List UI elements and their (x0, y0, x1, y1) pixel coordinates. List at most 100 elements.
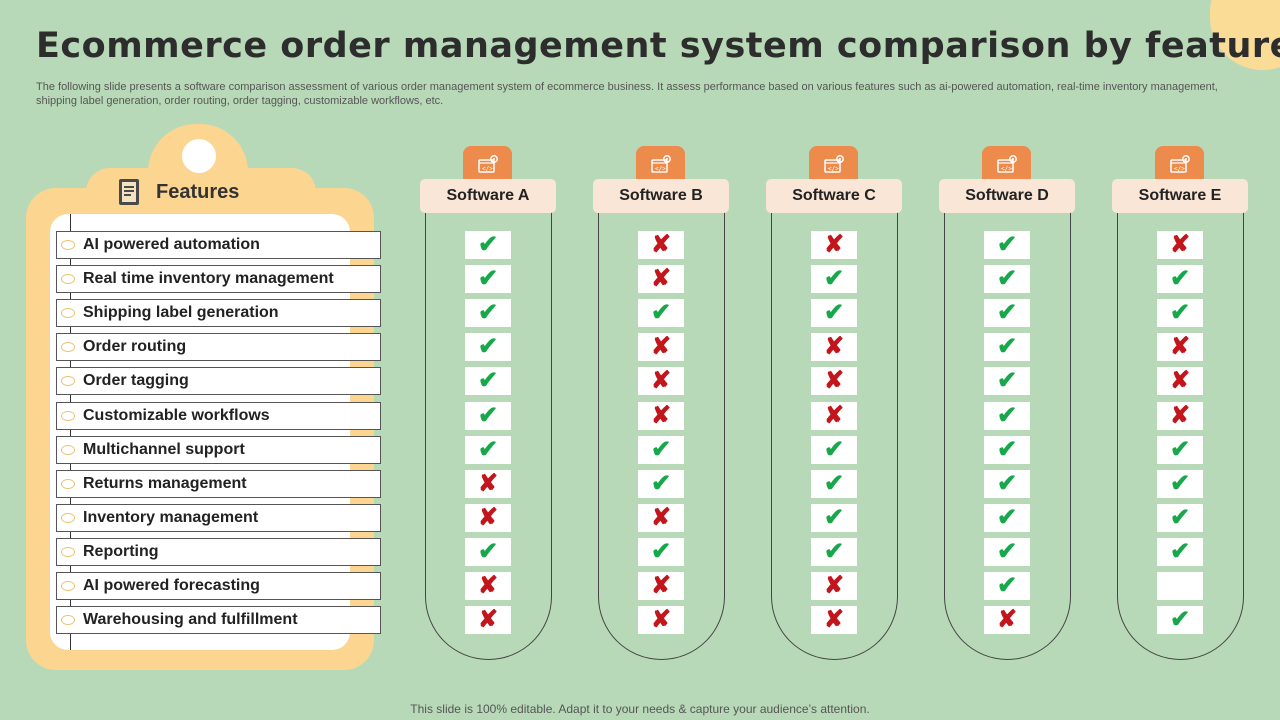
svg-text:</>: </> (1001, 166, 1012, 173)
feature-row: Customizable workflows (56, 401, 381, 430)
software-column-outline (598, 180, 725, 660)
check-icon: ✔ (811, 299, 857, 328)
feature-row: Order tagging (56, 367, 381, 396)
feature-label: Order routing (83, 338, 187, 356)
ring-icon (61, 444, 75, 455)
book-icon (119, 179, 139, 205)
software-name: Software D (939, 179, 1075, 213)
cross-icon: ✘ (638, 333, 684, 362)
check-icon: ✔ (465, 435, 511, 464)
cross-icon: ✘ (984, 606, 1030, 635)
cross-icon: ✘ (811, 572, 857, 600)
code-gear-icon: </> (982, 146, 1031, 182)
svg-text:</>: </> (482, 166, 493, 173)
cross-icon: ✘ (1157, 367, 1203, 396)
check-icon: ✔ (465, 265, 511, 294)
software-column-outline (944, 180, 1071, 660)
cross-icon: ✘ (638, 265, 684, 294)
check-icon: ✔ (984, 231, 1030, 259)
software-name: Software A (420, 179, 556, 213)
cross-icon: ✘ (638, 572, 684, 600)
feature-label: Real time inventory management (83, 270, 334, 288)
cross-icon: ✘ (811, 231, 857, 259)
feature-row: Real time inventory management (56, 265, 381, 294)
check-icon: ✔ (984, 265, 1030, 294)
check-icon: ✔ (811, 469, 857, 498)
clipboard-hole (182, 139, 216, 173)
feature-label: Returns management (83, 474, 247, 492)
cross-icon: ✘ (638, 401, 684, 430)
feature-label: AI powered forecasting (83, 577, 260, 594)
ring-icon (61, 546, 75, 557)
check-icon: ✔ (984, 572, 1030, 600)
software-column-outline (425, 180, 552, 660)
check-icon: ✔ (1157, 265, 1203, 294)
check-icon: ✔ (1157, 469, 1203, 498)
feature-label: Multichannel support (83, 440, 245, 458)
cross-icon: ✘ (638, 606, 684, 635)
check-icon: ✔ (811, 265, 857, 294)
ring-icon (61, 308, 75, 319)
cross-icon: ✘ (638, 231, 684, 259)
feature-label: Warehousing and fulfillment (83, 611, 298, 629)
page-title: Ecommerce order management system compar… (36, 26, 1280, 66)
code-gear-icon: </> (809, 146, 858, 182)
empty-mark (1157, 572, 1203, 600)
code-gear-icon: </> (1155, 146, 1204, 182)
feature-row: Inventory management (56, 503, 381, 532)
check-icon: ✔ (1157, 435, 1203, 464)
cross-icon: ✘ (638, 367, 684, 396)
feature-label: Reporting (83, 542, 159, 560)
code-gear-icon: </> (463, 146, 512, 182)
feature-row: Shipping label generation (56, 299, 381, 328)
check-icon: ✔ (638, 435, 684, 464)
feature-label: AI powered automation (83, 236, 260, 253)
cross-icon: ✘ (1157, 401, 1203, 430)
cross-icon: ✘ (465, 606, 511, 635)
check-icon: ✔ (465, 537, 511, 566)
ring-icon (61, 240, 75, 250)
check-icon: ✔ (465, 367, 511, 396)
cross-icon: ✘ (465, 469, 511, 498)
check-icon: ✔ (465, 231, 511, 259)
cross-icon: ✘ (811, 367, 857, 396)
check-icon: ✔ (465, 401, 511, 430)
ring-icon (61, 376, 75, 387)
ring-icon (61, 478, 75, 489)
ring-icon (61, 581, 75, 591)
check-icon: ✔ (811, 503, 857, 532)
check-icon: ✔ (984, 299, 1030, 328)
check-icon: ✔ (1157, 299, 1203, 328)
cross-icon: ✘ (811, 401, 857, 430)
check-icon: ✔ (1157, 503, 1203, 532)
ring-icon (61, 615, 75, 626)
feature-row: AI powered forecasting (56, 572, 381, 600)
cross-icon: ✘ (465, 572, 511, 600)
check-icon: ✔ (638, 537, 684, 566)
software-column-outline (771, 180, 898, 660)
software-name: Software E (1112, 179, 1248, 213)
feature-label: Customizable workflows (83, 406, 270, 424)
features-heading-label: Features (156, 180, 240, 203)
check-icon: ✔ (811, 537, 857, 566)
check-icon: ✔ (811, 435, 857, 464)
svg-text:</>: </> (828, 166, 839, 173)
check-icon: ✔ (465, 333, 511, 362)
ring-icon (61, 512, 75, 523)
feature-row: AI powered automation (56, 231, 381, 259)
software-name: Software B (593, 179, 729, 213)
cross-icon: ✘ (811, 606, 857, 635)
software-column-outline (1117, 180, 1244, 660)
feature-row: Returns management (56, 469, 381, 498)
ring-icon (61, 342, 75, 353)
check-icon: ✔ (984, 333, 1030, 362)
feature-row: Reporting (56, 537, 381, 566)
clipboard-margin-line (70, 214, 71, 650)
ring-icon (61, 410, 75, 421)
check-icon: ✔ (638, 299, 684, 328)
check-icon: ✔ (638, 469, 684, 498)
svg-text:</>: </> (655, 166, 666, 173)
check-icon: ✔ (984, 401, 1030, 430)
page-subtitle: The following slide presents a software … (36, 81, 1218, 107)
check-icon: ✔ (984, 435, 1030, 464)
